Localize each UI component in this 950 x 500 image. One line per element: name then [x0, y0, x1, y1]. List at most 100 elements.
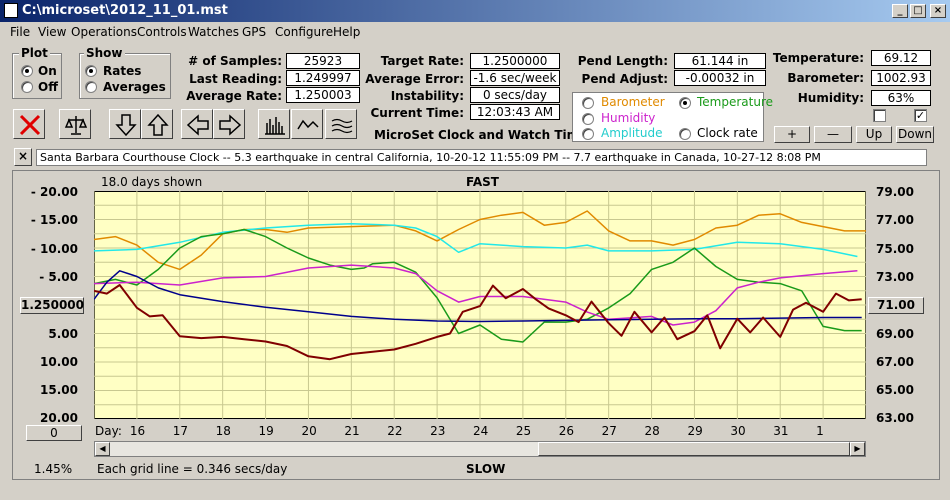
wave-button[interactable]	[291, 109, 323, 139]
sensor-minus-button[interactable]: —	[814, 126, 852, 143]
right-tick-label: 69.00	[876, 327, 914, 341]
rate-button[interactable]: 1.250000	[20, 297, 85, 314]
x-tick-label: 25	[515, 424, 532, 438]
last-reading-field: 1.249997	[286, 70, 360, 86]
arrow-right-icon	[219, 114, 242, 136]
slow-label: SLOW	[466, 462, 506, 476]
temperature-label: Temperature:	[772, 51, 864, 65]
ticker-text: Santa Barbara Courthouse Clock -- 5.3 ea…	[36, 149, 927, 166]
series-line-temperature	[94, 228, 862, 343]
fast-label: FAST	[466, 175, 499, 189]
humidity-field: 63%	[871, 90, 931, 106]
instability-field: 0 secs/day	[470, 87, 560, 103]
window-title: C:\microset\2012_11_01.mst	[22, 3, 228, 18]
x-tick-label: 19	[258, 424, 274, 438]
sensor-temperature-radio[interactable]	[679, 97, 691, 109]
right-tick-label: 79.00	[876, 185, 914, 199]
right-tick-label: 73.00	[876, 270, 914, 284]
sensor-humidity-radio[interactable]	[582, 113, 594, 125]
left-tick-label: 5.00	[48, 327, 78, 341]
barometer-label: Barometer:	[787, 71, 864, 85]
menu-file[interactable]: File	[10, 25, 31, 39]
sensor-down-button[interactable]: Down	[896, 126, 934, 143]
x-tick-label: 16	[129, 424, 146, 438]
menu-gps[interactable]: GPS	[242, 25, 267, 39]
arrow-left-button[interactable]	[181, 109, 213, 139]
x-tick-label: 27	[601, 424, 617, 438]
left-tick-label: - 15.00	[30, 213, 78, 227]
x-tick-label: 17	[172, 424, 189, 438]
menu-help[interactable]: Help	[333, 25, 361, 39]
x-tick-label: 23	[430, 424, 446, 438]
sensor-select-box: Barometer Temperature Humidity Amplitude…	[572, 92, 773, 142]
samples-field: 25923	[286, 53, 360, 69]
right-tick-label: 75.00	[876, 242, 914, 256]
right-tick-label: 63.00	[876, 411, 914, 425]
series-line-avgrate	[94, 270, 862, 323]
minimize-button[interactable]: _	[892, 4, 908, 18]
horizontal-scrollbar[interactable]: ◀ ▶	[94, 441, 866, 457]
menu-operations[interactable]: Operations	[71, 25, 137, 39]
left-tick-label: - 5.00	[39, 270, 78, 284]
checkbox-left[interactable]	[873, 109, 886, 122]
clear-button[interactable]	[13, 109, 45, 139]
arrow-up-button[interactable]	[141, 109, 173, 139]
x-tick-label: 29	[687, 424, 703, 438]
sensor-humidity-label: Humidity	[601, 111, 656, 125]
multi-wave-icon	[331, 118, 353, 134]
menu-configure[interactable]: Configure	[275, 25, 334, 39]
humidity-label: Humidity:	[797, 91, 864, 105]
x-tick-label: 31	[773, 424, 789, 438]
x-tick-label: 30	[730, 424, 746, 438]
pend-adjust-label: Pend Adjust:	[581, 72, 668, 86]
sensor-up-button[interactable]: Up	[856, 126, 892, 143]
sensor-barometer-label: Barometer	[601, 95, 665, 109]
current-time-field: 12:03:43 AM	[470, 104, 560, 120]
samples-label: # of Samples:	[188, 54, 282, 68]
sensor-plus-button[interactable]: +	[774, 126, 810, 143]
arrow-down-button[interactable]	[109, 109, 141, 139]
calibrate-button[interactable]	[59, 109, 91, 139]
menu-watches[interactable]: Watches	[188, 25, 239, 39]
average-rate-label: Average Rate:	[186, 89, 282, 103]
x-tick-label: 18	[215, 424, 231, 438]
title-bar: C:\microset\2012_11_01.mst _ □ ×	[0, 0, 950, 22]
scroll-right-icon[interactable]: ▶	[850, 442, 865, 456]
left-tick-label: 20.00	[40, 411, 78, 425]
last-reading-label: Last Reading:	[189, 72, 282, 86]
left-tick-label: - 20.00	[30, 185, 78, 199]
show-group-title: Show	[84, 46, 125, 60]
maximize-button[interactable]: □	[910, 4, 926, 18]
sensor-amplitude-radio[interactable]	[582, 128, 594, 140]
menu-view[interactable]: View	[38, 25, 67, 39]
plot-off-radio[interactable]	[21, 81, 33, 93]
ticker-close-button[interactable]: ×	[14, 148, 32, 166]
show-averages-label: Averages	[103, 80, 166, 94]
smooth-button[interactable]	[325, 109, 357, 139]
x-tick-label: 24	[473, 424, 489, 438]
menu-controls[interactable]: Controls	[137, 25, 187, 39]
average-error-field: -1.6 sec/week	[470, 70, 560, 86]
wave-icon	[297, 119, 319, 130]
sensor-clockrate-radio[interactable]	[679, 128, 691, 140]
show-rates-radio[interactable]	[85, 65, 97, 77]
plot-on-radio[interactable]	[21, 65, 33, 77]
rate-chart	[94, 191, 866, 419]
scroll-zero-button[interactable]: 0	[26, 425, 82, 441]
show-group	[79, 53, 171, 99]
app-icon	[4, 3, 18, 18]
sensor-barometer-radio[interactable]	[582, 97, 594, 109]
close-button[interactable]: ×	[930, 4, 946, 18]
show-averages-radio[interactable]	[85, 81, 97, 93]
average-error-label: Average Error:	[365, 72, 464, 86]
x-tick-label: 22	[387, 424, 403, 438]
left-tick-label: 15.00	[40, 383, 78, 397]
right-axis-button[interactable]: 71.00	[868, 297, 924, 314]
scroll-left-icon[interactable]: ◀	[95, 442, 110, 456]
left-tick-label: - 10.00	[30, 242, 78, 256]
arrow-right-button[interactable]	[213, 109, 245, 139]
histogram-button[interactable]	[258, 109, 290, 139]
pend-length-field: 61.144 in	[674, 53, 766, 69]
checkbox-right[interactable]: ✓	[914, 109, 927, 122]
scroll-thumb[interactable]	[538, 442, 850, 456]
